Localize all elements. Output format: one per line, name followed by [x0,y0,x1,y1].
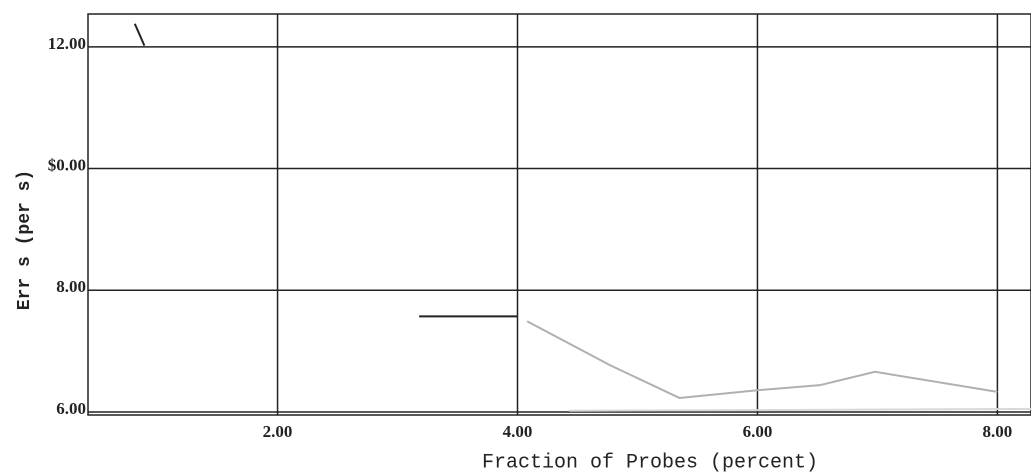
x-tick-label: 6.00 [743,422,773,441]
data-line [569,407,1031,412]
x-tick-label: 2.00 [263,422,293,441]
y-tick-label: 8.00 [56,277,86,296]
plot-frame [87,13,1031,416]
y-tick-label: 12.00 [48,34,86,53]
y-axis-label: Err s (per s) [15,170,35,310]
y-tick-label: $0.00 [48,155,86,174]
y-tick-label: 6.00 [56,399,86,418]
x-tick-label: 4.00 [503,422,533,441]
data-line [526,320,998,399]
x-tick-label: 8.00 [983,422,1013,441]
x-axis-label: Fraction of Probes (percent) [482,451,818,474]
data-line [133,23,146,47]
